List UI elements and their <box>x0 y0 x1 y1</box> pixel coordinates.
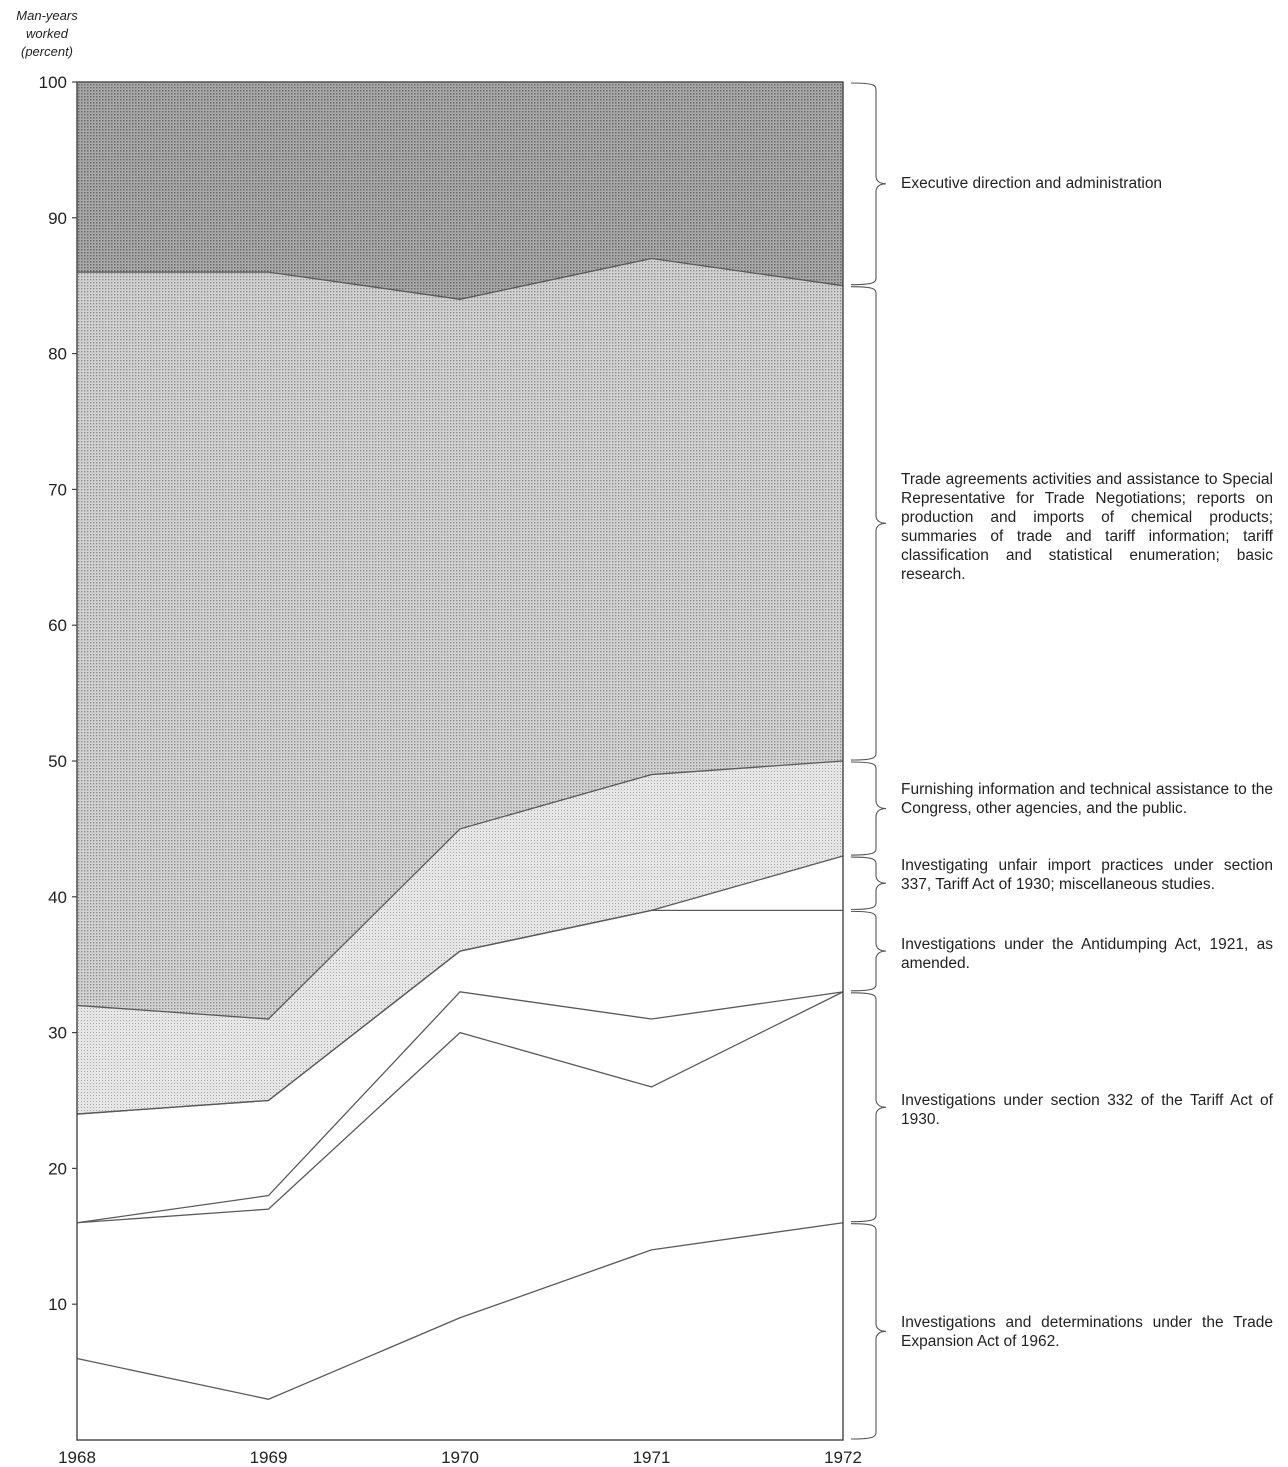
y-tick-label-100: 100 <box>39 73 67 92</box>
area-trade-expansion <box>77 1222 843 1440</box>
boundary-line-7 <box>77 257 844 300</box>
area-gap-332-antidumping <box>77 991 843 1223</box>
brace-antidumping <box>850 910 887 992</box>
boundary-line-1 <box>76 1222 844 1400</box>
legend-trade-expansion: Investigations and determinations under … <box>901 1314 1273 1350</box>
legend-unfair-import: Investigating unfair import practices un… <box>901 857 1273 893</box>
series-boundary-lines <box>76 257 844 1400</box>
y-tick-label-90: 90 <box>48 209 67 228</box>
y-axis-title-line-1: Man-years <box>16 8 78 23</box>
y-tick-label-40: 40 <box>48 888 67 907</box>
boundary-line-2 <box>76 991 844 1224</box>
y-tick-label-70: 70 <box>48 480 67 499</box>
boundary-line-5 <box>76 855 844 1115</box>
boundary-line-3 <box>76 991 844 1224</box>
legend-braces <box>850 82 887 1440</box>
x-tick-label-1972: 1972 <box>824 1448 862 1467</box>
boundary-line-6 <box>76 760 844 1020</box>
x-axis-ticks: 1968 1969 1970 1971 1972 <box>58 1448 862 1467</box>
area-antidumping <box>77 910 843 1223</box>
area-section-332 <box>77 991 843 1400</box>
brace-unfair-import <box>850 856 887 910</box>
y-axis-ticks: 10 20 30 40 50 60 70 80 90 100 <box>39 73 77 1314</box>
brace-furnishing-information <box>850 761 887 856</box>
area-furnishing-information <box>77 761 843 1115</box>
brace-executive <box>850 82 887 286</box>
brace-section-332 <box>850 992 887 1223</box>
y-tick-label-80: 80 <box>48 345 67 364</box>
y-tick-label-30: 30 <box>48 1024 67 1043</box>
area-trade-agreements <box>77 258 843 1020</box>
x-tick-label-1968: 1968 <box>58 1448 96 1467</box>
area-executive <box>77 82 843 300</box>
y-axis-title-line-3: (percent) <box>21 44 73 59</box>
x-tick-label-1969: 1969 <box>250 1448 288 1467</box>
brace-trade-expansion <box>850 1223 887 1440</box>
legend-section-332: Investigations under section 332 of the … <box>901 1092 1273 1128</box>
x-tick-label-1970: 1970 <box>441 1448 479 1467</box>
y-tick-label-50: 50 <box>48 752 67 771</box>
area-unfair-import <box>77 856 843 1115</box>
legend-executive: Executive direction and administration <box>901 175 1163 192</box>
legend-furnishing-information: Furnishing information and technical ass… <box>901 781 1273 817</box>
legend-trade-agreements: Trade agreements activities and assistan… <box>901 471 1273 583</box>
y-tick-label-10: 10 <box>48 1295 67 1314</box>
chart-areas <box>77 82 843 1440</box>
legend-antidumping: Investigations under the Antidumping Act… <box>901 936 1273 972</box>
y-axis-title: Man-years worked (percent) <box>16 8 78 59</box>
y-axis-title-line-2: worked <box>26 26 69 41</box>
brace-trade-agreements <box>850 286 887 761</box>
x-tick-label-1971: 1971 <box>633 1448 671 1467</box>
y-tick-label-20: 20 <box>48 1159 67 1178</box>
y-tick-label-60: 60 <box>48 616 67 635</box>
